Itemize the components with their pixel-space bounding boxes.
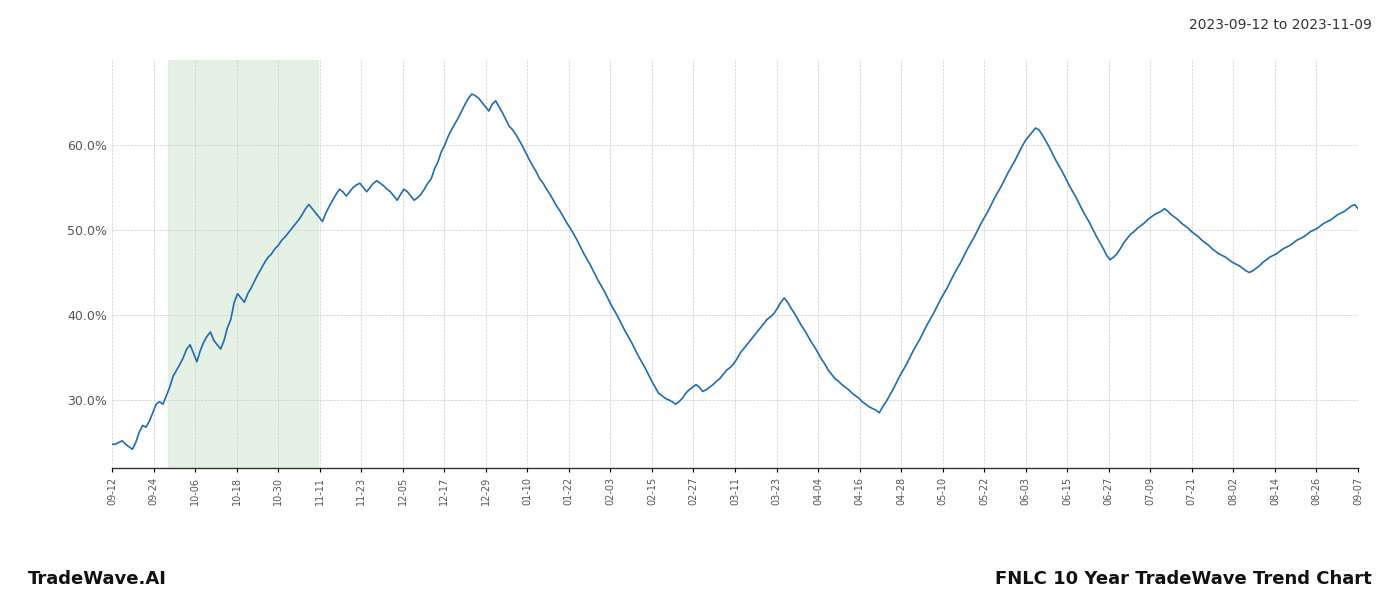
Bar xyxy=(168,60,318,468)
Text: 2023-09-12 to 2023-11-09: 2023-09-12 to 2023-11-09 xyxy=(1189,18,1372,32)
Text: TradeWave.AI: TradeWave.AI xyxy=(28,570,167,588)
Text: FNLC 10 Year TradeWave Trend Chart: FNLC 10 Year TradeWave Trend Chart xyxy=(995,570,1372,588)
